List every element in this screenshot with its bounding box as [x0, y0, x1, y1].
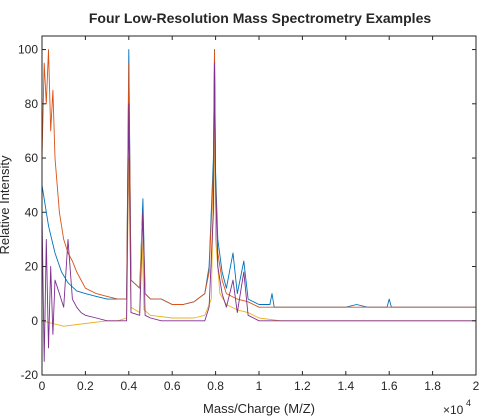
x-axis-exponent-power: 4 — [466, 398, 471, 408]
y-tick-label: -20 — [21, 368, 39, 382]
x-tick-label: 1.6 — [381, 379, 398, 393]
y-axis-label: Relative Intensity — [0, 155, 12, 254]
y-axis-ticks: -20 0 20 40 60 80 100 — [18, 43, 476, 382]
y-tick-label: 100 — [18, 43, 38, 57]
y-tick-label: 80 — [25, 97, 39, 111]
x-axis-exponent: ×10 4 — [443, 398, 471, 417]
x-axis-exponent-base: ×10 — [443, 403, 464, 417]
x-tick-label: 1 — [256, 379, 263, 393]
x-tick-label: 1.2 — [294, 379, 311, 393]
axes-background — [42, 36, 476, 375]
x-tick-label: 0.6 — [164, 379, 181, 393]
x-tick-label: 1.8 — [424, 379, 441, 393]
x-axis-label: Mass/Charge (M/Z) — [203, 401, 315, 416]
x-tick-label: 0.4 — [120, 379, 137, 393]
x-tick-label: 2 — [473, 379, 480, 393]
series-line-2 — [41, 49, 476, 308]
x-tick-label: 1.4 — [337, 379, 354, 393]
chart-title: Four Low-Resolution Mass Spectrometry Ex… — [89, 10, 432, 26]
y-tick-label: 40 — [25, 205, 39, 219]
y-tick-label: 20 — [25, 260, 39, 274]
x-tick-label: 0.2 — [77, 379, 94, 393]
y-tick-label: 60 — [25, 151, 39, 165]
y-tick-label: 0 — [31, 314, 38, 328]
series-layer — [41, 49, 476, 362]
series-line-4 — [41, 62, 476, 362]
x-tick-label: 0.8 — [207, 379, 224, 393]
x-tick-label: 0 — [39, 379, 46, 393]
plot-area — [41, 35, 477, 376]
x-axis-ticks: 0 0.2 0.4 0.6 0.8 1 1.2 1.4 1.6 1.8 2 — [39, 36, 480, 393]
